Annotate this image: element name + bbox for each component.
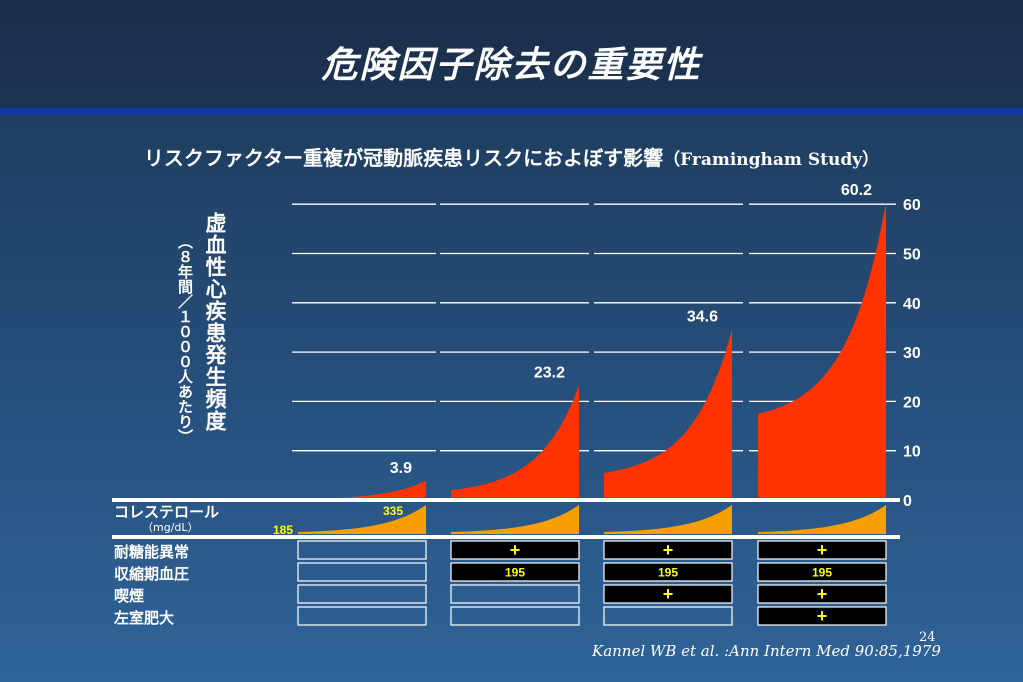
y-tick-label: 20 — [903, 394, 921, 411]
cholesterol-min-label: 185 — [273, 523, 293, 537]
factor-box-sbp — [450, 562, 580, 582]
factor-box-glucose — [603, 540, 733, 560]
factor-value-lvh: + — [817, 606, 828, 626]
page-title: 危険因子除去の重要性 — [321, 45, 702, 86]
risk-area — [451, 385, 579, 500]
factor-box-sbp — [603, 562, 733, 582]
peak-value-label: 34.6 — [687, 308, 718, 325]
cholesterol-curve — [758, 505, 886, 534]
factor-box-sbp — [297, 562, 427, 582]
factor-box-smoking — [757, 584, 887, 604]
cholesterol-curve — [604, 505, 732, 534]
factor-box-smoking — [450, 584, 580, 604]
cholesterol-max-label: 335 — [383, 504, 403, 518]
factor-box-lvh — [603, 606, 733, 626]
chart-subtitle: リスクファクター重複が冠動脈疾患リスクにおよぼす影響（Framingham St… — [0, 142, 1023, 171]
factor-value-glucose: + — [817, 540, 828, 560]
y-axis-label: 虚血性心疾患発生頻度 — [203, 212, 227, 432]
y-tick-label: 50 — [903, 247, 921, 264]
factor-box-smoking — [603, 584, 733, 604]
title-divider — [0, 108, 1023, 115]
factor-value-glucose: + — [663, 540, 674, 560]
risk-area — [298, 480, 426, 500]
y-tick-label: 60 — [903, 197, 921, 214]
factor-box-glucose — [450, 540, 580, 560]
peak-value-label: 60.2 — [841, 182, 872, 199]
factor-box-smoking — [297, 584, 427, 604]
cholesterol-curve — [298, 505, 426, 534]
peak-value-label: 3.9 — [390, 460, 412, 477]
factor-value-smoking: + — [817, 584, 828, 604]
factor-box-lvh — [757, 606, 887, 626]
factor-value-sbp: 195 — [812, 566, 832, 580]
factor-value-glucose: + — [510, 540, 521, 560]
cholesterol-label: コレステロール — [114, 503, 220, 521]
risk-area — [758, 203, 886, 500]
factor-label-glucose: 耐糖能異常 — [114, 543, 190, 561]
cholesterol-unit: （mg/dL） — [142, 521, 199, 534]
title-bar — [0, 0, 1023, 108]
y-axis-sublabel: （８年間／１０００人あたり） — [176, 234, 194, 444]
y-tick-label: 40 — [903, 296, 921, 313]
page-number: 24 — [919, 630, 936, 645]
cholesterol-curve — [451, 505, 579, 534]
subtitle-jp: リスクファクター重複が冠動脈疾患リスクにおよぼす影響 — [143, 146, 664, 170]
cholesterol-rule — [112, 535, 900, 539]
factor-value-sbp: 195 — [505, 566, 525, 580]
factor-box-glucose — [297, 540, 427, 560]
y-tick-label: 0 — [903, 493, 912, 510]
risk-area — [604, 329, 732, 500]
factor-label-lvh: 左室肥大 — [114, 609, 175, 627]
y-tick-label: 30 — [903, 345, 921, 362]
factor-label-sbp: 収縮期血圧 — [114, 565, 190, 583]
baseline-rule — [112, 498, 900, 502]
factor-box-sbp — [757, 562, 887, 582]
factor-box-lvh — [450, 606, 580, 626]
factor-value-smoking: + — [663, 584, 674, 604]
y-tick-label: 10 — [903, 444, 921, 461]
reference-citation: Kannel WB et al. :Ann Intern Med 90:85,1… — [592, 642, 941, 660]
factor-box-lvh — [297, 606, 427, 626]
peak-value-label: 23.2 — [534, 365, 565, 382]
factor-label-smoking: 喫煙 — [114, 587, 145, 605]
factor-box-glucose — [757, 540, 887, 560]
factor-value-sbp: 195 — [658, 566, 678, 580]
subtitle-en: （Framingham Study） — [663, 150, 880, 170]
